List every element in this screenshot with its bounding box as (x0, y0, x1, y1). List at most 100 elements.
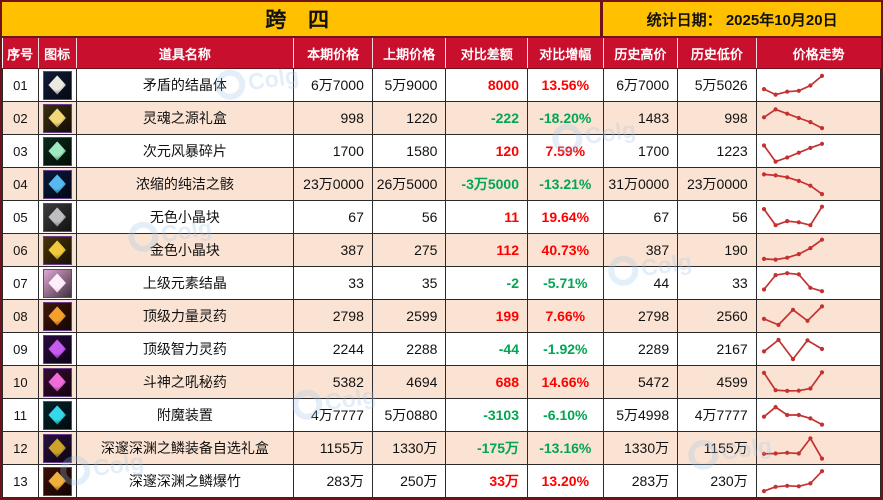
previous-price: 250万 (371, 464, 447, 498)
price-trend-sparkline (761, 270, 824, 293)
previous-price: 4694 (371, 365, 447, 399)
item-icon-cell (37, 431, 77, 465)
price-rate: 13.56% (527, 68, 604, 102)
price-trend-sparkline (761, 337, 824, 361)
top-banner: 跨 四 统计日期： 2025年10月20日 (2, 2, 881, 38)
history-high: 31万0000 (602, 167, 679, 201)
price-diff: 120 (445, 134, 528, 168)
history-high: 387 (602, 233, 679, 267)
row-index: 05 (2, 200, 39, 234)
item-icon (42, 433, 72, 463)
column-header-7: 历史高价 (603, 38, 679, 69)
price-rate: -13.16% (527, 431, 604, 465)
history-low: 190 (677, 233, 757, 267)
history-high: 5万4998 (602, 398, 679, 432)
previous-price: 35 (371, 266, 447, 300)
history-high: 2289 (602, 332, 679, 366)
row-index: 12 (2, 431, 39, 465)
current-price: 1155万 (293, 431, 373, 465)
item-name: 灵魂之源礼盒 (75, 101, 295, 135)
price-diff: 33万 (445, 464, 528, 498)
row-index: 09 (2, 332, 39, 366)
item-icon-cell (37, 299, 77, 333)
current-price: 998 (293, 101, 373, 135)
item-icon (42, 367, 72, 397)
history-high: 1330万 (602, 431, 679, 465)
table-row: 10 斗神之吼秘药 5382 4694 688 14.66% 5472 4599 (2, 365, 882, 399)
row-index: 02 (2, 101, 39, 135)
previous-price: 2288 (371, 332, 447, 366)
table-row: 07 上级元素结晶 33 35 -2 -5.71% 44 33 (2, 266, 882, 300)
column-header-4: 上期价格 (372, 38, 447, 69)
row-index: 06 (2, 233, 39, 267)
history-low: 1155万 (677, 431, 757, 465)
item-icon (42, 301, 72, 331)
item-icon-cell (37, 266, 77, 300)
previous-price: 56 (371, 200, 447, 234)
item-gem-shape (48, 174, 67, 194)
price-rate: 19.64% (527, 200, 604, 234)
current-price: 2244 (293, 332, 373, 366)
previous-price: 1330万 (371, 431, 447, 465)
item-name: 深邃深渊之鳞爆竹 (75, 464, 295, 498)
column-header-6: 对比增幅 (527, 38, 604, 69)
price-trend-sparkline (761, 468, 824, 493)
item-icon (42, 202, 72, 232)
item-icon-cell (37, 332, 77, 366)
price-trend-cell (755, 431, 882, 465)
item-name: 附魔装置 (75, 398, 295, 432)
item-name: 无色小晶块 (75, 200, 295, 234)
price-trend-cell (755, 200, 882, 234)
price-diff: 199 (445, 299, 528, 333)
column-header-8: 历史低价 (677, 38, 757, 69)
price-rate: 7.66% (527, 299, 604, 333)
current-price: 4万7777 (293, 398, 373, 432)
item-gem-shape (48, 141, 67, 161)
table-row: 11 附魔装置 4万7777 5万0880 -3103 -6.10% 5万4998 4万777… (2, 398, 882, 432)
item-gem-shape (48, 405, 67, 425)
item-icon (42, 70, 72, 100)
previous-price: 275 (371, 233, 447, 267)
column-header-2: 道具名称 (76, 38, 295, 69)
price-trend-cell (755, 266, 882, 300)
price-trend-cell (755, 332, 882, 366)
price-trend-cell (755, 134, 882, 168)
previous-price: 1220 (371, 101, 447, 135)
row-index: 04 (2, 167, 39, 201)
price-diff: -3万5000 (445, 167, 528, 201)
price-diff: -222 (445, 101, 528, 135)
price-trend-sparkline (761, 106, 824, 130)
history-high: 2798 (602, 299, 679, 333)
history-high: 5472 (602, 365, 679, 399)
price-trend-sparkline (761, 73, 824, 97)
price-trend-sparkline (761, 435, 824, 461)
current-price: 67 (293, 200, 373, 234)
price-rate: 7.59% (527, 134, 604, 168)
history-low: 56 (677, 200, 757, 234)
price-diff: -3103 (445, 398, 528, 432)
row-index: 13 (2, 464, 39, 498)
price-trend-sparkline (761, 141, 824, 164)
previous-price: 5万0880 (371, 398, 447, 432)
table-row: 12 深邃深渊之鳞装备自选礼盒 1155万 1330万 -175万 -13.16% 1330… (2, 431, 882, 465)
history-low: 4599 (677, 365, 757, 399)
item-icon-cell (37, 68, 77, 102)
price-trend-cell (755, 299, 882, 333)
column-header-1: 图标 (38, 38, 77, 69)
price-trend-sparkline (761, 204, 824, 227)
header-row: 序号 图标 道具名称 本期价格 上期价格 对比差额 对比增幅 历史高价 历史低价 价格走势 (2, 38, 881, 69)
item-name: 矛盾的结晶体 (75, 68, 295, 102)
item-gem-shape (48, 471, 67, 491)
price-rate: 14.66% (527, 365, 604, 399)
current-price: 5382 (293, 365, 373, 399)
price-trend-cell (755, 365, 882, 399)
price-trend-cell (755, 398, 882, 432)
column-header-9: 价格走势 (756, 38, 881, 69)
current-price: 2798 (293, 299, 373, 333)
table-row: 01 矛盾的结晶体 6万7000 5万9000 8000 13.56% 6万7000 5万50… (2, 68, 882, 102)
row-index: 01 (2, 68, 39, 102)
item-icon-cell (37, 464, 77, 498)
item-gem-shape (48, 108, 67, 128)
banner-date-cell: 统计日期： 2025年10月20日 (603, 2, 881, 36)
